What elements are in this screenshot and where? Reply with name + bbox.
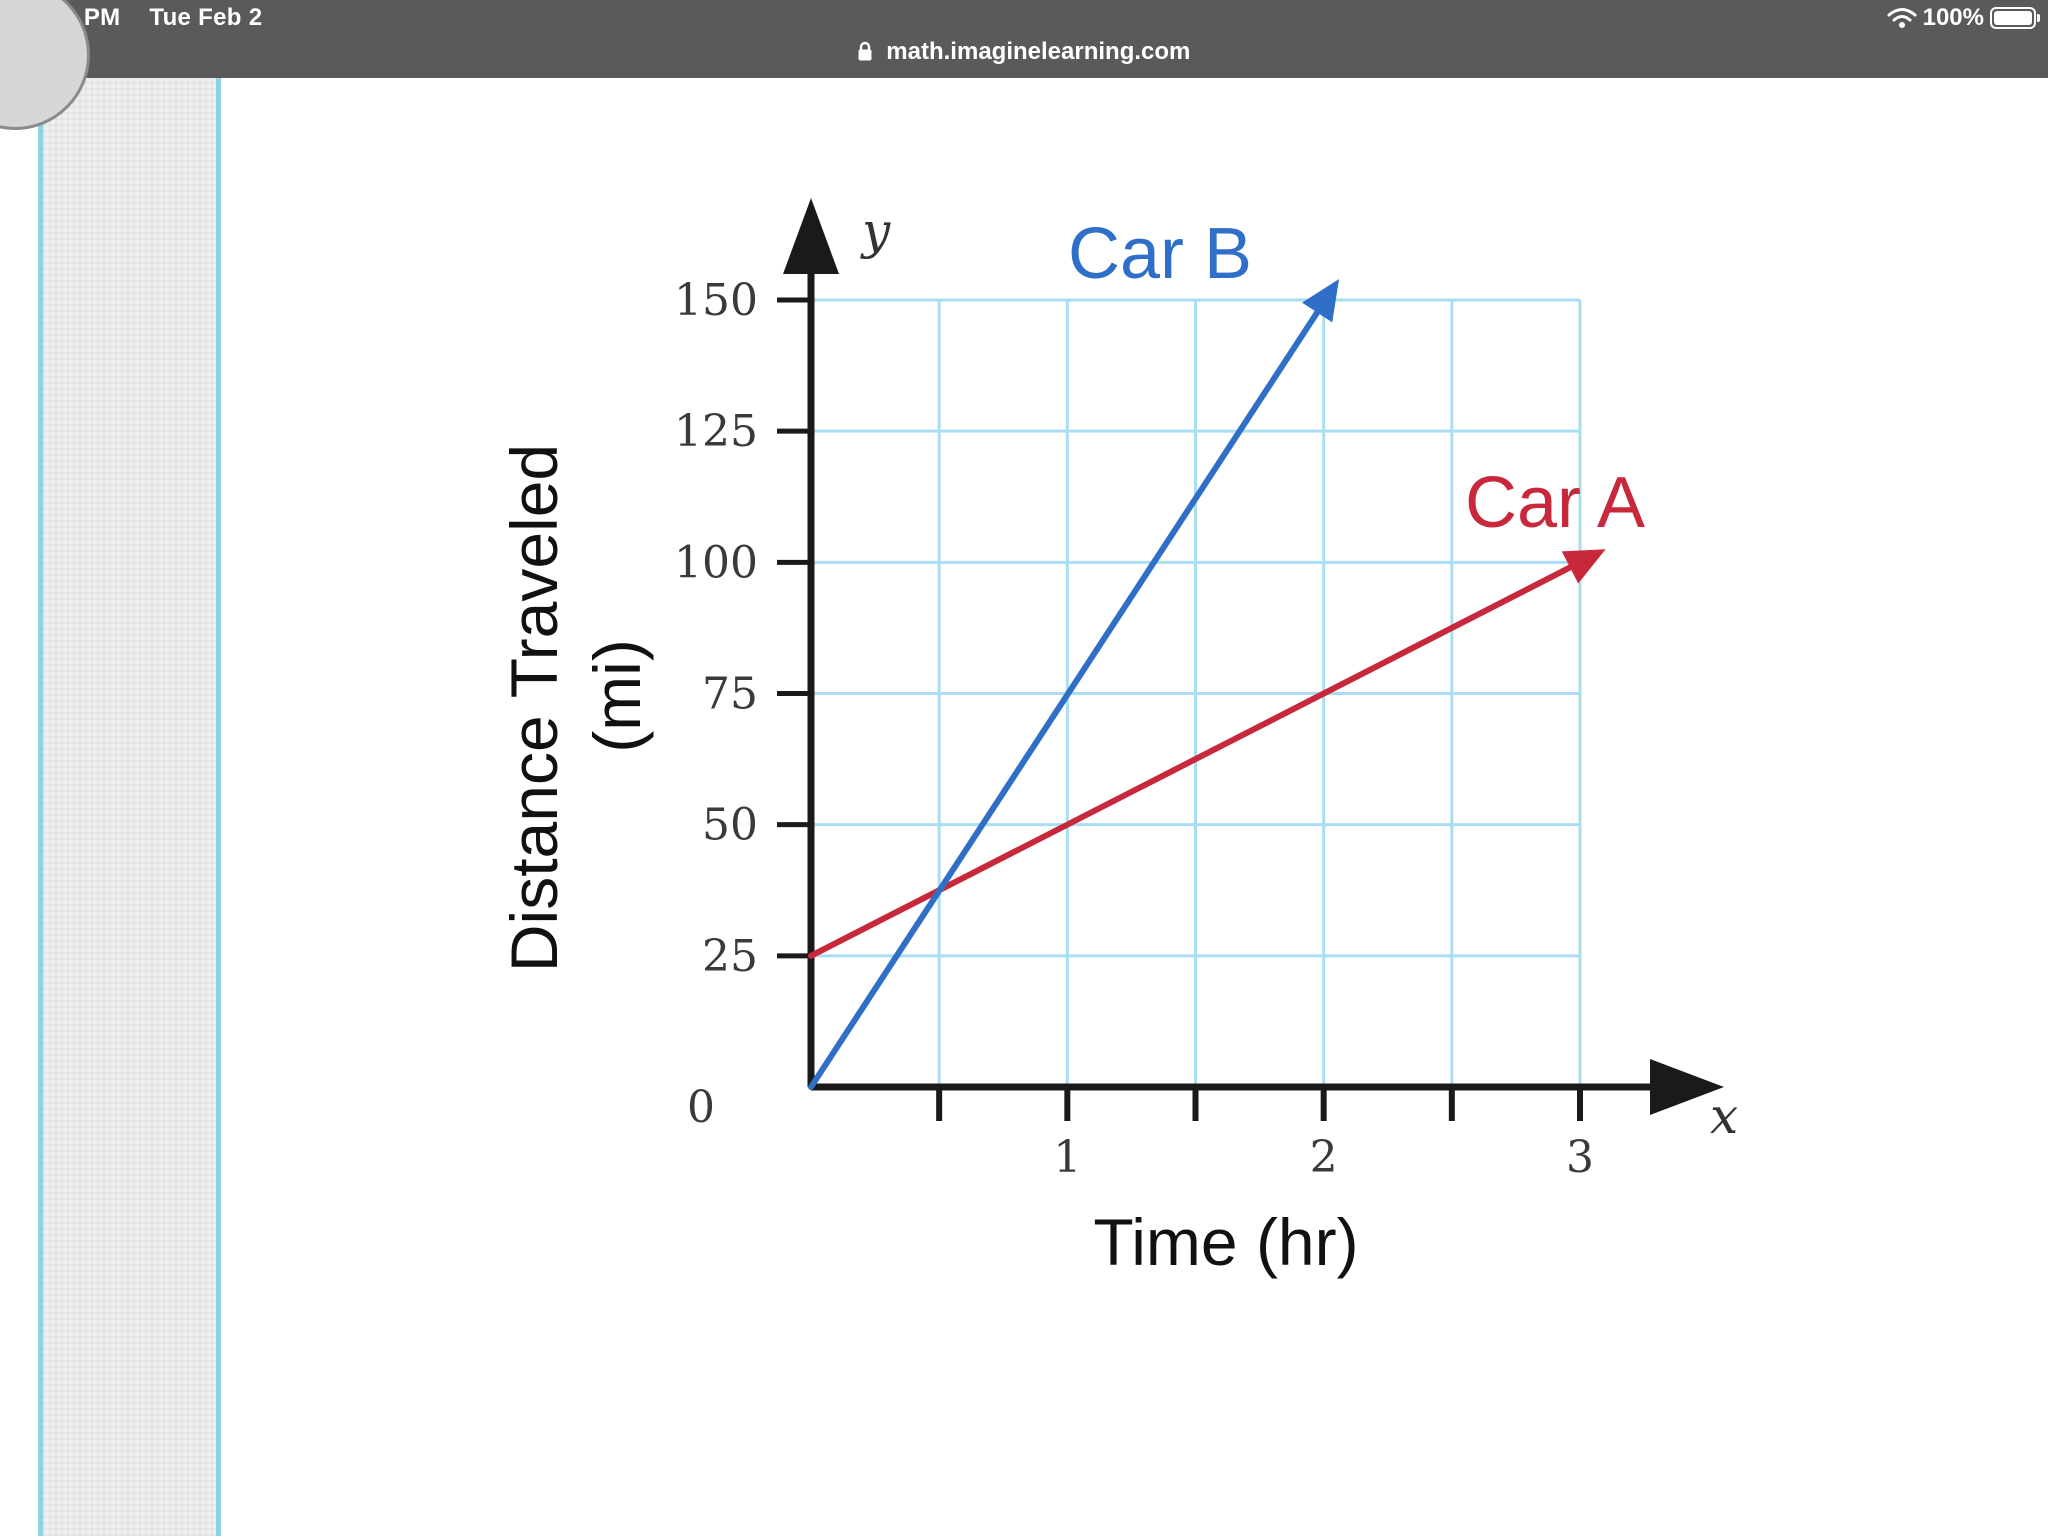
y-tick-label: 25 xyxy=(702,931,758,982)
y-axis-unit: (mi) xyxy=(580,639,654,753)
wifi-icon xyxy=(1887,8,1917,28)
lock-icon xyxy=(858,41,872,61)
side-panel xyxy=(38,78,221,1536)
url-text[interactable]: math.imaginelearning.com xyxy=(886,38,1191,65)
x-axis-title: Time (hr) xyxy=(1093,1205,1358,1279)
y-axis-title: Distance Traveled xyxy=(497,444,571,972)
status-right: 100% xyxy=(1887,4,2040,32)
x-axis-letter: x xyxy=(1710,1087,1738,1145)
x-axis-arrowhead xyxy=(1650,1059,1724,1115)
chart-grid xyxy=(811,298,1582,1087)
battery-percent: 100% xyxy=(1922,4,1984,31)
series-arrowhead xyxy=(1302,279,1340,323)
series-label-car-a: Car A xyxy=(1465,463,1645,543)
series-line-car-b xyxy=(808,309,1321,1090)
y-tick-label: 125 xyxy=(674,406,758,457)
status-date: Tue Feb 2 xyxy=(149,4,263,31)
chart-ticks: 0 25 50 75 100 125 150 1 2 3 xyxy=(674,275,1594,1183)
battery-full-icon xyxy=(1990,7,2040,29)
chart-series: Car A Car B xyxy=(808,214,1645,1090)
address-bar[interactable]: math.imaginelearning.com xyxy=(0,38,2048,66)
y-tick-label: 0 xyxy=(687,1082,715,1133)
series-label-car-b: Car B xyxy=(1068,214,1252,294)
y-axis-arrowhead xyxy=(783,198,839,274)
y-tick-label: 100 xyxy=(674,537,758,588)
y-tick-label: 150 xyxy=(674,275,758,326)
x-tick-label: 3 xyxy=(1566,1132,1594,1183)
y-tick-label: 50 xyxy=(702,800,758,851)
series-line-car-a xyxy=(808,564,1574,959)
chart-labels: y x Time (hr) Distance Traveled (mi) xyxy=(497,202,1738,1279)
y-tick-label: 75 xyxy=(702,669,758,720)
chart-axes xyxy=(783,198,1724,1115)
series-arrowhead xyxy=(1561,549,1606,584)
x-tick-label: 1 xyxy=(1053,1132,1081,1183)
status-bar: 12:48 PM Tue Feb 2 100% math.imaginelear… xyxy=(0,0,2048,78)
x-tick-label: 2 xyxy=(1310,1132,1338,1183)
y-axis-letter: y xyxy=(860,202,891,260)
